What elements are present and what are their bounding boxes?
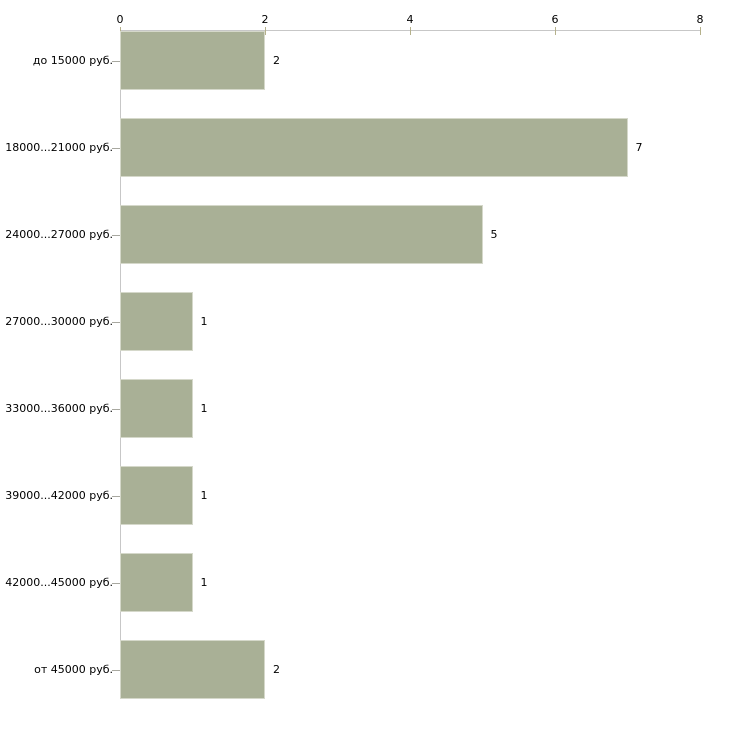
- category-label: 42000...45000 руб.: [5, 575, 113, 589]
- value-label: 1: [200, 401, 208, 415]
- category-tick-mark: [112, 61, 120, 62]
- category-label: 33000...36000 руб.: [5, 401, 113, 415]
- category-tick-mark: [112, 583, 120, 584]
- value-label: 1: [200, 575, 208, 589]
- value-label: 1: [200, 314, 208, 328]
- category-label: от 45000 руб.: [34, 662, 113, 676]
- category-tick-mark: [112, 148, 120, 149]
- value-label: 1: [200, 488, 208, 502]
- x-axis-tick-mark: [700, 27, 701, 35]
- category-label: до 15000 руб.: [32, 53, 113, 67]
- y-axis-line: [120, 30, 121, 699]
- category-tick-mark: [112, 409, 120, 410]
- x-axis-tick-label: 4: [406, 13, 414, 26]
- x-axis-tick-mark: [265, 27, 266, 35]
- bar: [120, 553, 193, 612]
- category-label: 18000...21000 руб.: [5, 140, 113, 154]
- bar: [120, 205, 483, 264]
- category-tick-mark: [112, 235, 120, 236]
- category-label: 39000...42000 руб.: [5, 488, 113, 502]
- value-label: 5: [490, 227, 498, 241]
- category-label: 27000...30000 руб.: [5, 314, 113, 328]
- category-tick-mark: [112, 322, 120, 323]
- x-axis-tick-mark: [410, 27, 411, 35]
- category-tick-mark: [112, 496, 120, 497]
- bar: [120, 118, 628, 177]
- x-axis-tick-label: 2: [261, 13, 269, 26]
- x-axis-tick-label: 6: [551, 13, 559, 26]
- value-label: 2: [273, 53, 280, 67]
- bar: [120, 466, 193, 525]
- x-axis-tick-label: 0: [116, 13, 124, 26]
- bar: [120, 31, 265, 90]
- x-axis-tick-mark: [555, 27, 556, 35]
- value-label: 7: [635, 140, 643, 154]
- value-label: 2: [273, 662, 280, 676]
- category-tick-mark: [112, 670, 120, 671]
- x-axis-tick-label: 8: [696, 13, 704, 26]
- bar: [120, 292, 193, 351]
- bar: [120, 379, 193, 438]
- category-label: 24000...27000 руб.: [5, 227, 113, 241]
- bar: [120, 640, 265, 699]
